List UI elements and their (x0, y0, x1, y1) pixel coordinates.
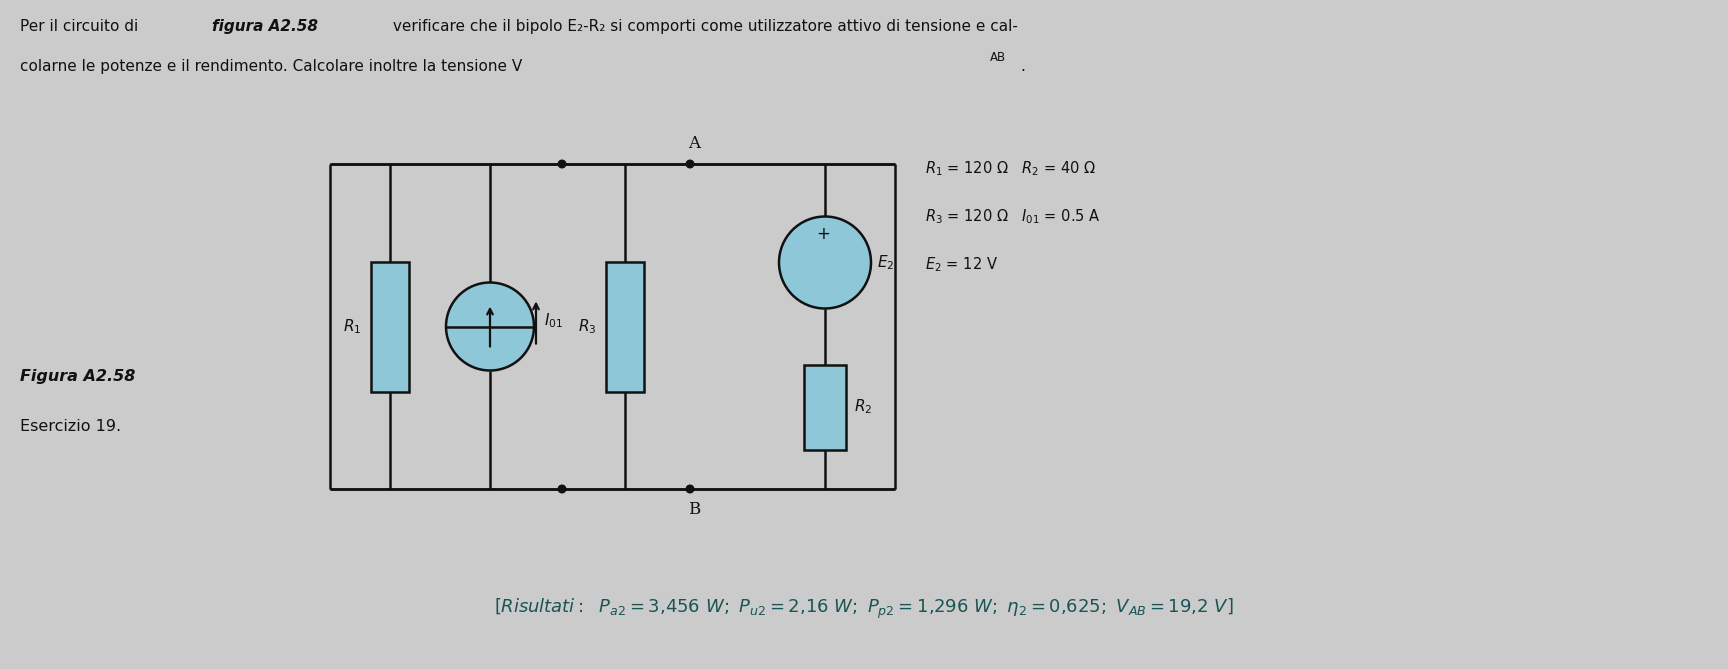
Bar (372, 262, 410, 391)
Text: $R_2$: $R_2$ (854, 397, 873, 416)
Text: $R_1$: $R_1$ (342, 317, 361, 336)
Text: Figura A2.58: Figura A2.58 (21, 369, 135, 384)
Text: +: + (816, 225, 829, 242)
Text: Esercizio 19.: Esercizio 19. (21, 419, 121, 434)
Text: $I_{01}$: $I_{01}$ (544, 311, 563, 330)
Circle shape (558, 485, 565, 493)
Text: $R_1$ = 120 Ω   $R_2$ = 40 Ω: $R_1$ = 120 Ω $R_2$ = 40 Ω (924, 159, 1096, 178)
Text: verificare che il bipolo E₂-R₂ si comporti come utilizzatore attivo di tensione : verificare che il bipolo E₂-R₂ si compor… (389, 19, 1018, 34)
Circle shape (686, 485, 695, 493)
Text: Per il circuito di: Per il circuito di (21, 19, 143, 34)
Text: AB: AB (990, 51, 1006, 64)
Text: $[Risultati:\ \ P_{a2}=3{,}456\ W;\ P_{u2}=2{,}16\ W;\ P_{p2}=1{,}296\ W;\ \eta_: $[Risultati:\ \ P_{a2}=3{,}456\ W;\ P_{u… (494, 597, 1234, 622)
Circle shape (446, 282, 534, 371)
Text: $R_3$ = 120 Ω   $I_{01}$ = 0.5 A: $R_3$ = 120 Ω $I_{01}$ = 0.5 A (924, 207, 1101, 225)
Text: A: A (688, 135, 700, 152)
Text: B: B (688, 501, 700, 518)
Circle shape (686, 160, 695, 168)
Text: figura A2.58: figura A2.58 (213, 19, 318, 34)
Circle shape (779, 217, 871, 308)
Bar (804, 365, 847, 450)
Bar (607, 262, 645, 391)
Circle shape (558, 160, 565, 168)
Text: colarne le potenze e il rendimento. Calcolare inoltre la tensione V: colarne le potenze e il rendimento. Calc… (21, 59, 522, 74)
Text: $R_3$: $R_3$ (577, 317, 596, 336)
Text: .: . (1020, 59, 1025, 74)
Text: $E_2$: $E_2$ (878, 253, 895, 272)
Text: $E_2$ = 12 V: $E_2$ = 12 V (924, 255, 997, 274)
